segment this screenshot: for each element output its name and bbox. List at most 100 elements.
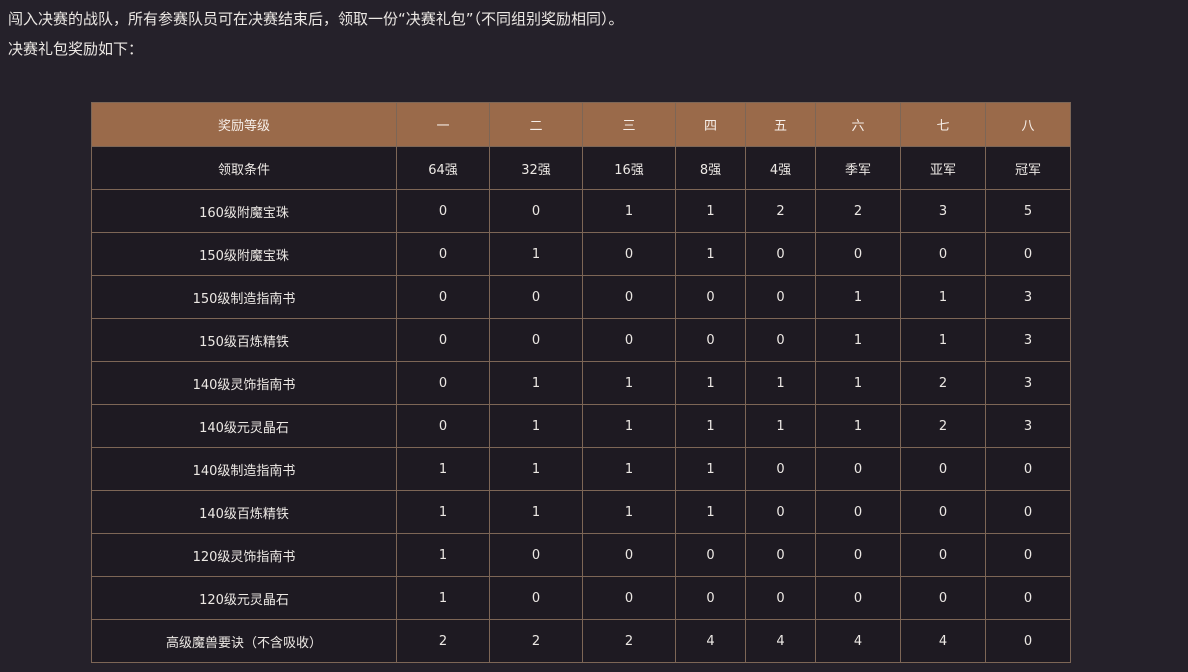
table-cell: 1 bbox=[675, 189, 746, 233]
row-label: 140级百炼精铁 bbox=[91, 490, 397, 534]
table-cell: 1 bbox=[582, 447, 676, 491]
reward-table: 奖励等级一二三四五六七八 领取条件 64强 32强 16强 8强 4强 季军 亚军 冠军 160级… bbox=[91, 102, 1071, 663]
intro-line-2: 决赛礼包奖励如下： bbox=[8, 40, 144, 58]
row-label: 120级元灵晶石 bbox=[91, 576, 397, 620]
table-cell: 64强 bbox=[396, 146, 490, 190]
table-row: 150级附魔宝珠 0 1 0 1 0 0 0 0 bbox=[91, 232, 1071, 276]
intro-line-1: 闯入决赛的战队，所有参赛队员可在决赛结束后，领取一份“决赛礼包”（不同组别奖励相… bbox=[8, 10, 624, 28]
column-header: 奖励等级 bbox=[91, 102, 397, 147]
column-header: 四 bbox=[675, 102, 746, 147]
row-label: 150级制造指南书 bbox=[91, 275, 397, 319]
column-header: 五 bbox=[745, 102, 816, 147]
table-cell: 8强 bbox=[675, 146, 746, 190]
table-cell: 3 bbox=[985, 404, 1071, 448]
table-cell: 1 bbox=[582, 189, 676, 233]
table-cell: 4 bbox=[745, 619, 816, 663]
table-row: 120级元灵晶石 1 0 0 0 0 0 0 0 bbox=[91, 576, 1071, 620]
column-header: 一 bbox=[396, 102, 490, 147]
table-cell: 0 bbox=[745, 318, 816, 362]
table-cell: 0 bbox=[745, 490, 816, 534]
row-label: 160级附魔宝珠 bbox=[91, 189, 397, 233]
table-cell: 1 bbox=[745, 361, 816, 405]
table-cell: 0 bbox=[745, 232, 816, 276]
table-row: 140级制造指南书 1 1 1 1 0 0 0 0 bbox=[91, 447, 1071, 491]
table-cell: 0 bbox=[985, 490, 1071, 534]
table-cell: 0 bbox=[489, 275, 583, 319]
table-cell: 1 bbox=[489, 232, 583, 276]
table-cell: 3 bbox=[985, 275, 1071, 319]
table-cell: 1 bbox=[675, 361, 746, 405]
table-cell: 0 bbox=[900, 490, 986, 534]
table-cell: 0 bbox=[985, 447, 1071, 491]
table-cell: 0 bbox=[900, 533, 986, 577]
table-cell: 1 bbox=[675, 490, 746, 534]
table-cell: 0 bbox=[582, 318, 676, 362]
table-cell: 2 bbox=[396, 619, 490, 663]
table-cell: 0 bbox=[396, 275, 490, 319]
table-cell: 0 bbox=[745, 275, 816, 319]
row-label: 领取条件 bbox=[91, 146, 397, 190]
table-cell: 2 bbox=[815, 189, 901, 233]
table-row: 150级百炼精铁 0 0 0 0 0 1 1 3 bbox=[91, 318, 1071, 362]
column-header: 三 bbox=[582, 102, 676, 147]
column-header: 六 bbox=[815, 102, 901, 147]
table-cell: 1 bbox=[900, 275, 986, 319]
row-label: 150级附魔宝珠 bbox=[91, 232, 397, 276]
table-header-row: 奖励等级一二三四五六七八 bbox=[91, 102, 1071, 147]
table-row: 高级魔兽要诀（不含吸收） 2 2 2 4 4 4 4 0 bbox=[91, 619, 1071, 663]
table-cell: 0 bbox=[815, 447, 901, 491]
table-cell: 1 bbox=[489, 361, 583, 405]
table-cell: 0 bbox=[815, 576, 901, 620]
table-row: 120级灵饰指南书 1 0 0 0 0 0 0 0 bbox=[91, 533, 1071, 577]
table-cell: 4 bbox=[675, 619, 746, 663]
table-cell: 1 bbox=[745, 404, 816, 448]
table-cell: 1 bbox=[489, 404, 583, 448]
table-cell: 1 bbox=[582, 490, 676, 534]
table-cell: 0 bbox=[815, 232, 901, 276]
table-cell: 1 bbox=[396, 576, 490, 620]
table-cell: 2 bbox=[489, 619, 583, 663]
table-cell: 0 bbox=[396, 189, 490, 233]
table-row: 140级灵饰指南书 0 1 1 1 1 1 2 3 bbox=[91, 361, 1071, 405]
table-cell: 2 bbox=[745, 189, 816, 233]
table-cell: 0 bbox=[489, 189, 583, 233]
row-label: 140级元灵晶石 bbox=[91, 404, 397, 448]
table-cell: 0 bbox=[985, 533, 1071, 577]
table-row: 140级百炼精铁 1 1 1 1 0 0 0 0 bbox=[91, 490, 1071, 534]
table-cell: 3 bbox=[985, 361, 1071, 405]
table-cell: 4 bbox=[900, 619, 986, 663]
row-label: 高级魔兽要诀（不含吸收） bbox=[91, 619, 397, 663]
row-label: 150级百炼精铁 bbox=[91, 318, 397, 362]
row-label: 140级灵饰指南书 bbox=[91, 361, 397, 405]
column-header: 二 bbox=[489, 102, 583, 147]
column-header: 八 bbox=[985, 102, 1071, 147]
table-cell: 0 bbox=[582, 533, 676, 577]
table-cell: 0 bbox=[396, 318, 490, 362]
table-cell: 2 bbox=[582, 619, 676, 663]
table-cell: 0 bbox=[396, 404, 490, 448]
table-cell: 4强 bbox=[745, 146, 816, 190]
table-row: 领取条件 64强 32强 16强 8强 4强 季军 亚军 冠军 bbox=[91, 146, 1071, 190]
table-cell: 1 bbox=[396, 447, 490, 491]
table-cell: 0 bbox=[489, 533, 583, 577]
table-cell: 0 bbox=[675, 533, 746, 577]
table-row: 140级元灵晶石 0 1 1 1 1 1 2 3 bbox=[91, 404, 1071, 448]
table-cell: 1 bbox=[489, 490, 583, 534]
table-cell: 1 bbox=[675, 447, 746, 491]
table-cell: 3 bbox=[900, 189, 986, 233]
table-cell: 1 bbox=[675, 232, 746, 276]
table-cell: 0 bbox=[675, 275, 746, 319]
table-cell: 1 bbox=[582, 404, 676, 448]
table-cell: 0 bbox=[675, 318, 746, 362]
table-cell: 0 bbox=[985, 576, 1071, 620]
table-cell: 0 bbox=[489, 318, 583, 362]
table-row: 160级附魔宝珠 0 0 1 1 2 2 3 5 bbox=[91, 189, 1071, 233]
table-cell: 0 bbox=[489, 576, 583, 620]
table-cell: 5 bbox=[985, 189, 1071, 233]
table-cell: 0 bbox=[582, 275, 676, 319]
table-cell: 0 bbox=[985, 232, 1071, 276]
table-cell: 1 bbox=[675, 404, 746, 448]
table-cell: 4 bbox=[815, 619, 901, 663]
table-cell: 0 bbox=[745, 533, 816, 577]
table-cell: 0 bbox=[745, 447, 816, 491]
